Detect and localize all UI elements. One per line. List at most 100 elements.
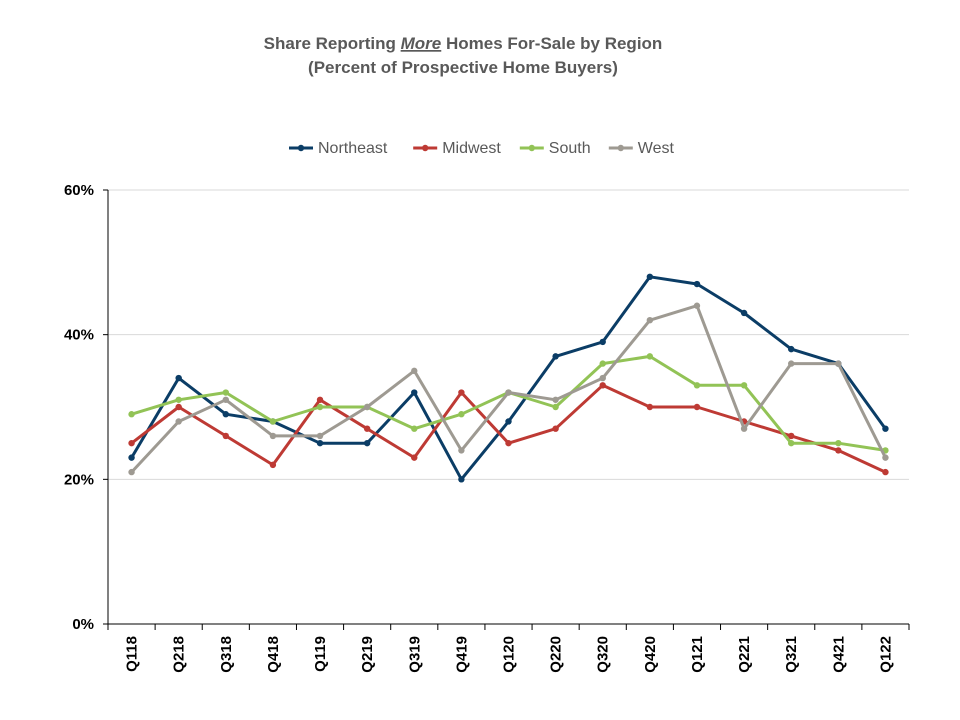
data-point-south xyxy=(788,439,795,447)
data-point-northeast xyxy=(175,374,182,382)
x-tick-label: Q318 xyxy=(218,636,235,673)
data-point-midwest xyxy=(363,425,371,432)
series-south xyxy=(128,353,889,454)
data-point-west xyxy=(128,468,135,476)
data-point-northeast xyxy=(599,338,606,346)
legend: Northeast Midwest South West xyxy=(289,140,675,157)
data-point-midwest xyxy=(458,389,465,396)
data-point-northeast xyxy=(693,280,701,288)
x-tick-label: Q122 xyxy=(877,636,894,673)
data-point-midwest xyxy=(552,425,559,432)
data-point-midwest xyxy=(269,461,277,469)
data-point-west xyxy=(411,367,418,375)
x-axis-ticks: Q118 Q218 Q318 Q418 Q119 Q219 Q319 Q419 Q120 Q220… xyxy=(124,636,895,673)
data-point-midwest xyxy=(646,403,654,411)
x-tick-label: Q218 xyxy=(171,636,188,673)
data-point-northeast xyxy=(882,425,889,432)
x-tick-label: Q421 xyxy=(830,636,847,673)
x-tick-label: Q320 xyxy=(595,636,612,673)
legend-item-south: South xyxy=(519,140,591,157)
data-point-west xyxy=(363,403,371,411)
data-point-south xyxy=(740,382,748,389)
legend-item-west: West xyxy=(608,140,675,157)
chart-title-emphasis: More xyxy=(401,34,442,53)
data-point-south xyxy=(835,439,842,447)
x-tick-label: Q319 xyxy=(406,636,423,673)
x-tick-label: Q220 xyxy=(548,636,565,673)
x-tick-label: Q418 xyxy=(265,636,282,673)
chart-subtitle: (Percent of Prospective Home Buyers) xyxy=(308,58,618,77)
data-point-south xyxy=(599,360,606,367)
legend-item-northeast: Northeast xyxy=(289,140,388,157)
series-west xyxy=(128,302,889,476)
data-point-midwest xyxy=(316,396,324,403)
y-tick-label: 20% xyxy=(64,471,94,488)
data-point-west xyxy=(646,317,654,324)
x-tick-label: Q221 xyxy=(736,636,753,673)
data-point-midwest xyxy=(693,403,701,411)
series-line-midwest xyxy=(130,383,887,474)
x-tick-label: Q121 xyxy=(689,636,706,673)
data-point-northeast xyxy=(552,353,559,360)
legend-label: Northeast xyxy=(318,140,388,157)
data-point-south xyxy=(316,403,324,411)
data-point-midwest xyxy=(788,432,795,440)
data-point-west xyxy=(316,432,324,440)
legend-marker xyxy=(297,144,305,152)
data-point-west xyxy=(882,454,889,461)
x-tick-label: Q118 xyxy=(124,636,141,672)
y-tick-label: 40% xyxy=(64,327,94,344)
data-point-south xyxy=(552,403,559,411)
data-point-west xyxy=(269,432,277,440)
data-point-northeast xyxy=(458,476,465,483)
data-point-northeast xyxy=(505,418,512,425)
data-point-northeast xyxy=(128,454,135,461)
x-tick-label: Q219 xyxy=(359,636,376,673)
data-point-midwest xyxy=(505,439,512,447)
series-line-south xyxy=(131,354,886,452)
data-point-northeast xyxy=(788,345,795,353)
data-point-west xyxy=(222,396,229,403)
data-point-west xyxy=(552,396,559,403)
x-tick-label: Q321 xyxy=(783,636,800,673)
x-tick-label: Q419 xyxy=(453,636,470,673)
legend-label: Midwest xyxy=(442,140,501,157)
data-point-south xyxy=(646,353,654,360)
x-tick-label: Q119 xyxy=(312,636,329,672)
data-point-northeast xyxy=(411,389,418,396)
data-point-midwest xyxy=(835,447,842,454)
data-point-northeast xyxy=(363,439,371,447)
data-point-south xyxy=(222,389,229,396)
legend-marker xyxy=(617,144,624,152)
data-point-midwest xyxy=(222,432,229,440)
series-midwest xyxy=(128,382,889,476)
data-point-west xyxy=(740,425,748,432)
data-point-midwest xyxy=(175,403,182,411)
data-point-south xyxy=(693,382,701,389)
data-point-midwest xyxy=(599,382,606,389)
chart-title-prefix: Share Reporting xyxy=(264,34,401,53)
data-point-west xyxy=(788,360,795,367)
data-point-south xyxy=(411,425,418,432)
data-point-northeast xyxy=(222,411,229,418)
data-point-south xyxy=(269,418,277,425)
data-point-northeast xyxy=(740,309,748,317)
axes xyxy=(103,189,910,630)
data-point-west xyxy=(835,360,842,367)
data-point-west xyxy=(505,389,512,396)
y-tick-label: 60% xyxy=(64,182,94,199)
x-tick-label: Q120 xyxy=(501,636,518,673)
data-point-south xyxy=(458,411,465,418)
legend-label: West xyxy=(638,140,675,157)
data-point-northeast xyxy=(316,439,324,447)
data-point-northeast xyxy=(646,273,654,280)
chart-title-suffix: Homes For-Sale by Region xyxy=(441,34,662,53)
data-point-west xyxy=(693,302,701,309)
legend-item-midwest: Midwest xyxy=(413,140,501,157)
data-point-west xyxy=(599,374,606,382)
y-axis-ticks: 0% 20% 40% 60% xyxy=(64,182,94,633)
data-point-south xyxy=(128,411,135,418)
data-point-west xyxy=(175,418,182,425)
data-point-south xyxy=(175,396,182,403)
